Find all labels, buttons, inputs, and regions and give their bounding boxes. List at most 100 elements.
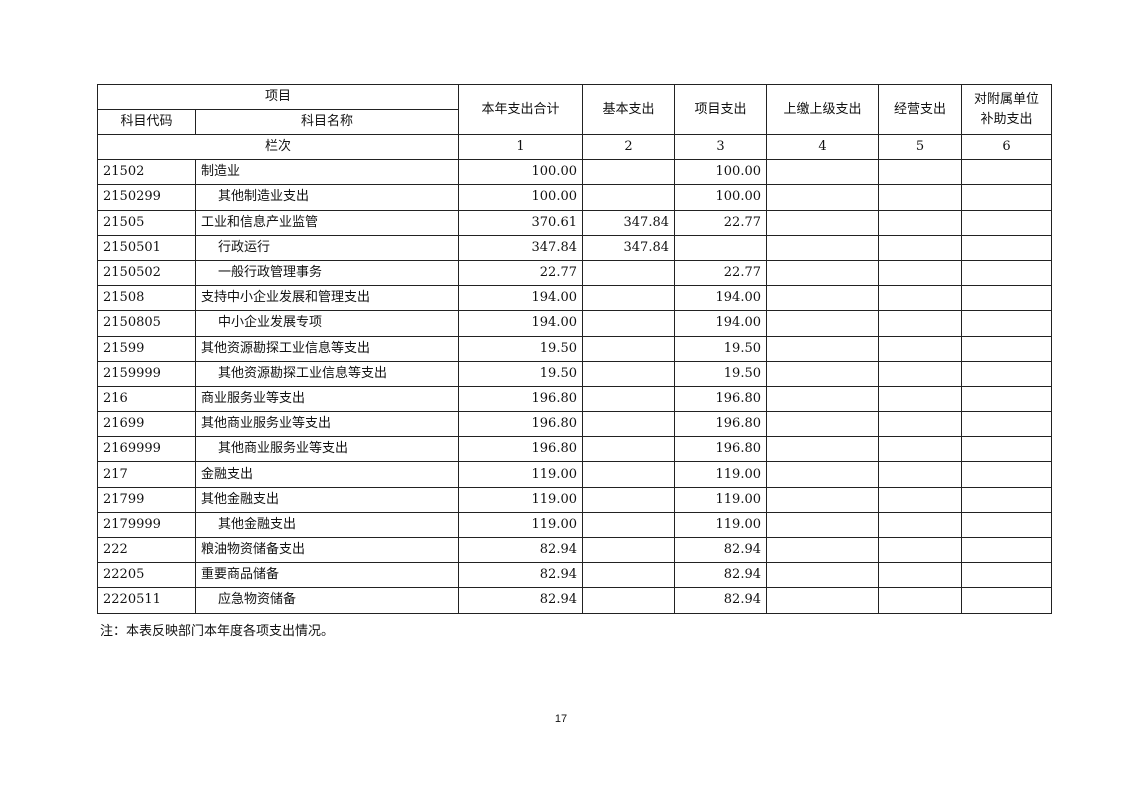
amount-cell bbox=[961, 184, 1052, 211]
col-number: 5 bbox=[878, 133, 962, 161]
subject-name: 其他资源勘探工业信息等支出 bbox=[195, 360, 459, 387]
amount-cell: 196.80 bbox=[674, 385, 767, 413]
amount-cell: 194.00 bbox=[458, 310, 583, 337]
amount-cell: 347.84 bbox=[582, 209, 675, 236]
subject-name: 制造业 bbox=[195, 159, 459, 186]
amount-cell: 22.77 bbox=[674, 259, 767, 287]
table-row: 2150805 中小企业发展专项 194.00 194.00 bbox=[97, 310, 1052, 337]
subject-name: 商业服务业等支出 bbox=[195, 385, 459, 413]
col-number: 3 bbox=[674, 133, 767, 161]
amount-cell: 194.00 bbox=[674, 310, 767, 337]
amount-cell bbox=[961, 511, 1052, 539]
subject-name: 工业和信息产业监管 bbox=[195, 209, 459, 236]
amount-cell bbox=[766, 335, 879, 362]
amount-cell: 100.00 bbox=[458, 159, 583, 186]
amount-cell bbox=[674, 234, 767, 261]
subject-name: 粮油物资储备支出 bbox=[195, 536, 459, 564]
amount-cell: 194.00 bbox=[674, 285, 767, 312]
table-row: 2150502 一般行政管理事务 22.77 22.77 bbox=[97, 259, 1052, 287]
col-number: 6 bbox=[961, 133, 1052, 161]
amount-cell: 19.50 bbox=[458, 335, 583, 362]
amount-cell bbox=[878, 209, 962, 236]
header-code: 科目代码 bbox=[97, 109, 196, 135]
amount-cell bbox=[878, 234, 962, 261]
amount-cell: 370.61 bbox=[458, 209, 583, 236]
amount-cell: 119.00 bbox=[458, 511, 583, 539]
amount-cell bbox=[582, 511, 675, 539]
amount-cell bbox=[878, 159, 962, 186]
amount-cell bbox=[961, 335, 1052, 362]
table-row: 22205 重要商品储备 82.94 82.94 bbox=[97, 562, 1052, 589]
amount-cell bbox=[961, 285, 1052, 312]
amount-cell bbox=[961, 310, 1052, 337]
amount-cell: 100.00 bbox=[674, 159, 767, 186]
amount-cell bbox=[878, 285, 962, 312]
table-row: 2179999 其他金融支出 119.00 119.00 bbox=[97, 511, 1052, 539]
amount-cell: 119.00 bbox=[674, 511, 767, 539]
amount-cell bbox=[961, 385, 1052, 413]
amount-cell bbox=[766, 234, 879, 261]
amount-cell bbox=[766, 209, 879, 236]
amount-cell: 119.00 bbox=[674, 461, 767, 488]
amount-cell bbox=[766, 360, 879, 387]
subject-name: 其他商业服务业等支出 bbox=[195, 411, 459, 438]
table-row: 21502 制造业 100.00 100.00 bbox=[97, 159, 1052, 186]
amount-cell bbox=[878, 562, 962, 589]
subject-code: 2150502 bbox=[97, 259, 196, 287]
amount-cell: 82.94 bbox=[674, 562, 767, 589]
subject-code: 2179999 bbox=[97, 511, 196, 539]
amount-cell: 194.00 bbox=[458, 285, 583, 312]
amount-cell bbox=[582, 461, 675, 488]
subject-name: 行政运行 bbox=[195, 234, 459, 261]
amount-cell bbox=[961, 562, 1052, 589]
amount-cell bbox=[582, 411, 675, 438]
subject-code: 2159999 bbox=[97, 360, 196, 387]
subject-code: 216 bbox=[97, 385, 196, 413]
amount-cell bbox=[878, 259, 962, 287]
table-row: 21699 其他商业服务业等支出 196.80 196.80 bbox=[97, 411, 1052, 438]
amount-cell bbox=[582, 335, 675, 362]
subject-code: 21699 bbox=[97, 411, 196, 438]
amount-cell: 100.00 bbox=[458, 184, 583, 211]
header-col-4: 上缴上级支出 bbox=[766, 84, 879, 135]
subject-code: 21508 bbox=[97, 285, 196, 312]
subject-code: 217 bbox=[97, 461, 196, 488]
amount-cell: 196.80 bbox=[458, 436, 583, 463]
table-row: 216 商业服务业等支出 196.80 196.80 bbox=[97, 385, 1052, 413]
amount-cell bbox=[766, 486, 879, 513]
table-row: 21599 其他资源勘探工业信息等支出 19.50 19.50 bbox=[97, 335, 1052, 362]
subject-name: 重要商品储备 bbox=[195, 562, 459, 589]
subject-name: 其他制造业支出 bbox=[195, 184, 459, 211]
row-index-label: 栏次 bbox=[97, 133, 459, 161]
amount-cell bbox=[961, 436, 1052, 463]
amount-cell bbox=[766, 536, 879, 564]
header-name: 科目名称 bbox=[195, 109, 459, 135]
table-row: 2169999 其他商业服务业等支出 196.80 196.80 bbox=[97, 436, 1052, 463]
table-row: 2220511 应急物资储备 82.94 82.94 bbox=[97, 587, 1052, 614]
amount-cell bbox=[766, 285, 879, 312]
amount-cell bbox=[878, 411, 962, 438]
amount-cell bbox=[582, 385, 675, 413]
amount-cell: 82.94 bbox=[674, 536, 767, 564]
amount-cell: 347.84 bbox=[458, 234, 583, 261]
amount-cell bbox=[961, 259, 1052, 287]
amount-cell: 19.50 bbox=[674, 335, 767, 362]
amount-cell: 22.77 bbox=[458, 259, 583, 287]
amount-cell bbox=[878, 511, 962, 539]
subject-code: 222 bbox=[97, 536, 196, 564]
header-item: 项目 bbox=[97, 84, 459, 110]
subject-code: 2150299 bbox=[97, 184, 196, 211]
table-row: 21505 工业和信息产业监管 370.61 347.84 22.77 bbox=[97, 209, 1052, 236]
col-number: 1 bbox=[458, 133, 583, 161]
amount-cell bbox=[582, 360, 675, 387]
amount-cell: 22.77 bbox=[674, 209, 767, 236]
subject-name: 中小企业发展专项 bbox=[195, 310, 459, 337]
header-col-1: 本年支出合计 bbox=[458, 84, 583, 135]
amount-cell: 82.94 bbox=[674, 587, 767, 614]
table-row: 2159999 其他资源勘探工业信息等支出 19.50 19.50 bbox=[97, 360, 1052, 387]
subject-code: 2150805 bbox=[97, 310, 196, 337]
amount-cell: 19.50 bbox=[674, 360, 767, 387]
subject-code: 2169999 bbox=[97, 436, 196, 463]
amount-cell bbox=[766, 511, 879, 539]
table-row: 222 粮油物资储备支出 82.94 82.94 bbox=[97, 536, 1052, 564]
